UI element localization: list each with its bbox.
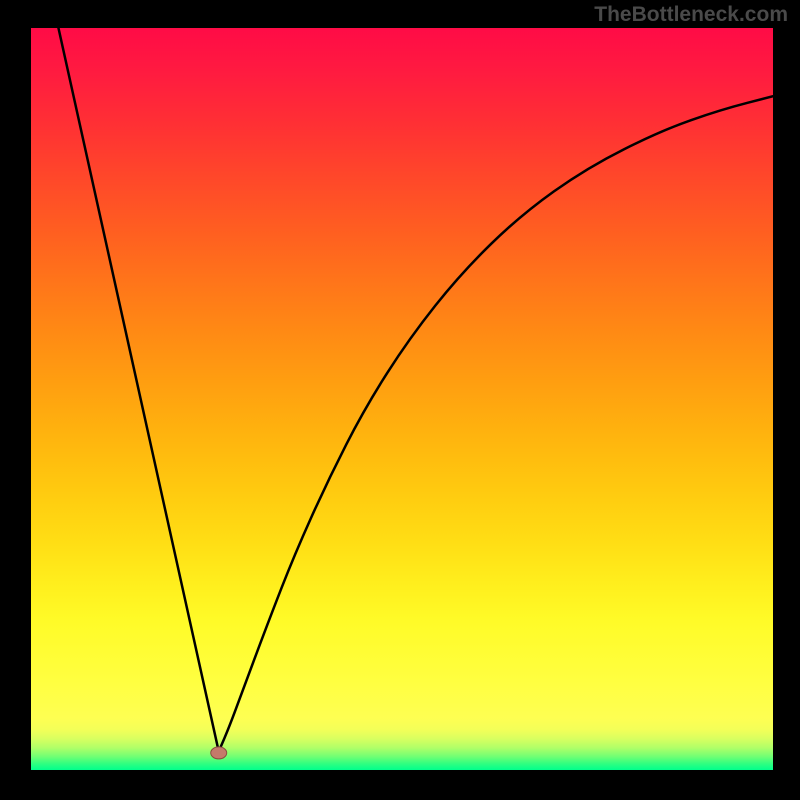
plot-svg xyxy=(31,28,773,770)
plot-area xyxy=(31,28,773,770)
minimum-marker xyxy=(211,747,227,759)
chart-container: TheBottleneck.com xyxy=(0,0,800,800)
gradient-background xyxy=(31,28,773,770)
watermark-text: TheBottleneck.com xyxy=(594,3,788,27)
